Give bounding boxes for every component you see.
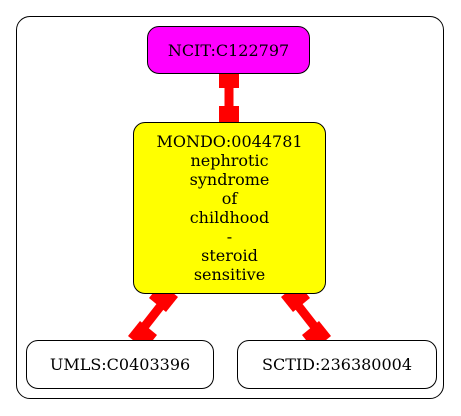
- node-mondo-line: MONDO:0044781: [156, 132, 303, 151]
- node-ncit[interactable]: NCIT:C122797: [147, 26, 310, 74]
- node-mondo-line: steroid: [201, 246, 258, 265]
- node-mondo[interactable]: MONDO:0044781 nephrotic syndrome of chil…: [133, 122, 326, 294]
- node-sctid[interactable]: SCTID:236380004: [237, 340, 437, 389]
- node-mondo-line: childhood: [189, 208, 270, 227]
- node-mondo-line: nephrotic: [190, 151, 269, 170]
- node-umls-label: UMLS:C0403396: [49, 355, 191, 374]
- node-umls[interactable]: UMLS:C0403396: [26, 340, 214, 389]
- node-sctid-label: SCTID:236380004: [261, 355, 413, 374]
- edge-ncit-to-mondo: [219, 70, 239, 124]
- node-ncit-label: NCIT:C122797: [167, 40, 290, 60]
- node-mondo-line: sensitive: [193, 265, 266, 284]
- node-mondo-line: syndrome: [189, 170, 270, 189]
- node-mondo-line: of: [221, 189, 238, 208]
- graph-cluster-frame: [16, 16, 444, 399]
- node-mondo-line: -: [226, 227, 233, 246]
